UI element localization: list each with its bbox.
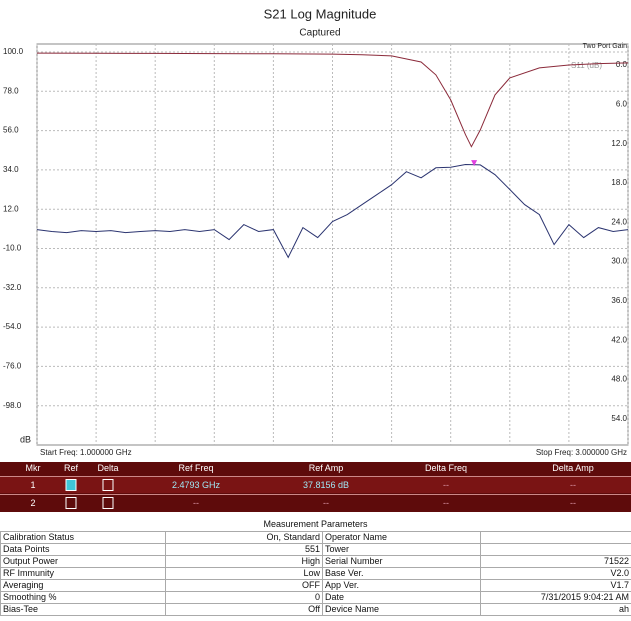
parameter-row: Output Power High Serial Number 71522 [0, 555, 631, 568]
parameter-cell: V2.0 [480, 567, 631, 580]
parameter-cell: Operator Name [322, 531, 481, 544]
marker-header-cell: Ref Amp [308, 463, 344, 473]
parameter-cell: On, Standard [165, 531, 323, 544]
parameter-cell: 7/31/2015 9:04:21 AM [480, 591, 631, 604]
y-tick-label: 56.0 [3, 126, 19, 135]
parameter-cell: Data Points [0, 543, 166, 556]
parameter-cell: Off [165, 603, 323, 616]
chart-title: S21 Log Magnitude [264, 6, 377, 21]
parameter-cell: App Ver. [322, 579, 481, 592]
parameter-cell: 71522 [480, 555, 631, 568]
marker-header-cell: Delta Amp [552, 463, 594, 473]
parameter-row: Bias-Tee Off Device Name ah [0, 603, 631, 616]
marker-cell: -- [570, 480, 576, 490]
y-tick-label: -98.0 [3, 401, 22, 410]
y2-tick-label: 48.0 [611, 375, 627, 384]
parameter-row: Averaging OFF App Ver. V1.7 [0, 579, 631, 592]
parameters-table: Calibration Status On, Standard Operator N… [0, 531, 631, 616]
checkbox[interactable] [102, 479, 114, 491]
marker-id: 1 [30, 480, 36, 490]
marker-header: Mkr Ref Delta Ref Freq Ref Amp Delta Freq Delt… [0, 462, 631, 475]
parameter-cell: Serial Number [322, 555, 481, 568]
marker-cell: -- [443, 498, 449, 508]
y2-tick-label: 12.0 [611, 139, 627, 148]
marker-header-cell: Ref [63, 463, 79, 473]
y-tick-label: 34.0 [3, 165, 19, 174]
parameter-cell: ah [480, 603, 631, 616]
marker [471, 160, 478, 167]
marker-row: 2 -- -- -- -- [0, 494, 631, 511]
y2-title: Two Port Gain [583, 43, 627, 50]
annotation: S11 (dB) [571, 61, 602, 70]
parameter-cell: Device Name [322, 603, 481, 616]
y-tick-label: -54.0 [3, 322, 22, 331]
y2-tick-label: 36.0 [611, 296, 627, 305]
y-unit-label: dB [20, 434, 31, 444]
marker-header-cell: Mkr [25, 463, 41, 473]
y2-tick-label: 6.0 [616, 100, 628, 109]
y2-tick-label: 54.0 [611, 414, 627, 423]
y-tick-label: 78.0 [3, 86, 19, 95]
y2-tick-label: 42.0 [611, 335, 627, 344]
y-tick-label: -76.0 [3, 362, 22, 371]
parameter-cell: Smoothing % [0, 591, 166, 604]
checkbox[interactable] [102, 497, 114, 509]
marker-cell: -- [570, 498, 576, 508]
y-tick-label: -10.0 [3, 244, 22, 253]
chart: S21 Log Magnitude Captured Two Port Gain… [3, 6, 629, 457]
y-tick-label: 12.0 [3, 204, 19, 213]
y2-tick-label: 24.0 [611, 217, 627, 226]
marker-cell: 37.8156 dB [302, 480, 350, 490]
parameter-cell [480, 543, 631, 556]
marker-header-cell: Delta Freq [424, 463, 468, 473]
parameter-cell: Base Ver. [322, 567, 481, 580]
y-tick-label: 100.0 [3, 47, 24, 56]
marker-cell: -- [323, 498, 329, 508]
parameter-cell: Output Power [0, 555, 166, 568]
parameter-row: RF Immunity Low Base Ver. V2.0 [0, 567, 631, 580]
y-tick-label: -32.0 [3, 283, 22, 292]
parameter-cell: Low [165, 567, 323, 580]
marker-header-cell: Delta [97, 463, 119, 473]
marker-id: 2 [30, 498, 36, 508]
y2-tick-label: 30.0 [611, 257, 627, 266]
marker-table: Mkr Ref Delta Ref Freq Ref Amp Delta Freq Delt… [0, 462, 631, 512]
parameter-cell: High [165, 555, 323, 568]
checkbox[interactable] [65, 479, 77, 491]
parameter-cell: Averaging [0, 579, 166, 592]
parameter-row: Data Points 551 Tower [0, 543, 631, 556]
marker-header-cell: Ref Freq [178, 463, 214, 473]
parameter-cell: Tower [322, 543, 481, 556]
parameters-panel: Measurement Parameters Calibration Statu… [0, 518, 631, 616]
marker-cell: 2.4793 GHz [171, 480, 221, 490]
trace [36, 163, 629, 259]
start-label: Start Freq: 1.000000 GHz [40, 448, 132, 457]
parameter-cell: OFF [165, 579, 323, 592]
marker-cell: -- [193, 498, 199, 508]
checkbox[interactable] [65, 497, 77, 509]
marker-cell: -- [443, 480, 449, 490]
parameter-cell: Date [322, 591, 481, 604]
stop-label: Stop Freq: 3.000000 GHz [536, 448, 627, 457]
parameters-title: Measurement Parameters [263, 519, 368, 529]
parameter-cell: Calibration Status [0, 531, 166, 544]
parameter-cell: V1.7 [480, 579, 631, 592]
parameter-cell: 551 [165, 543, 323, 556]
trace [36, 52, 629, 148]
chart-subtitle: Captured [299, 28, 340, 39]
parameter-cell: Bias-Tee [0, 603, 166, 616]
marker-row: 1 2.4793 GHz 37.8156 dB -- -- [0, 476, 631, 493]
parameter-cell [480, 531, 631, 544]
parameter-row: Smoothing % 0 Date 7/31/2015 9:04:21 AM [0, 591, 631, 604]
parameter-cell: RF Immunity [0, 567, 166, 580]
y2-tick-label: 18.0 [611, 178, 627, 187]
parameter-row: Calibration Status On, Standard Operator N… [0, 531, 631, 544]
y2-tick-label: 0.0 [616, 60, 628, 69]
parameter-cell: 0 [165, 591, 323, 604]
